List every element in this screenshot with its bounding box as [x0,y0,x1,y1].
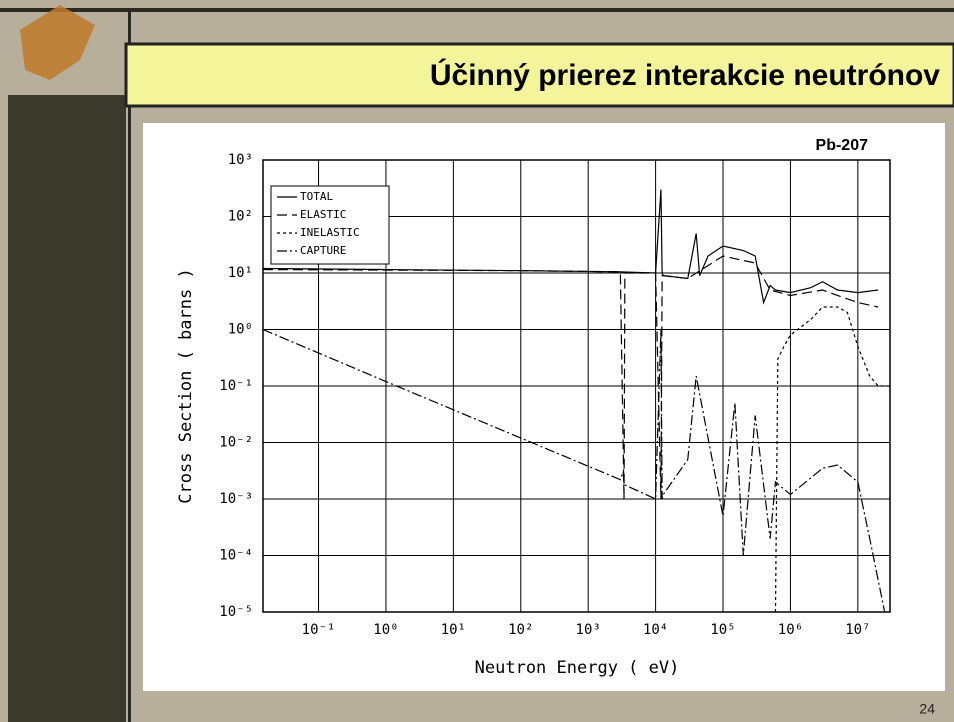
y-tick-label: 10⁻³ [219,491,253,507]
y-tick-label: 10⁻⁴ [219,548,253,564]
leaf-icon [20,5,95,80]
y-tick-label: 10³ [228,152,253,168]
x-tick-label: 10⁷ [845,622,870,638]
x-tick-label: 10¹ [441,622,466,638]
top-rule [0,8,954,12]
side-rule [128,10,131,722]
y-tick-label: 10⁻² [219,435,253,451]
x-tick-label: 10³ [576,622,601,638]
x-tick-label: 10⁵ [710,622,735,638]
x-tick-label: 10⁴ [643,622,668,638]
title-bar [124,42,954,108]
x-axis-label: Neutron Energy ( eV) [475,658,680,678]
x-tick-label: 10⁰ [373,622,398,638]
y-tick-label: 10² [228,209,253,225]
x-tick-label: 10² [508,622,533,638]
series-line [262,189,879,305]
page-number: 24 [919,701,935,717]
chart-title: Pb-207 [816,137,869,154]
x-tick-label: 10⁻¹ [302,622,336,638]
x-tick-label: 10⁶ [778,622,803,638]
y-tick-label: 10⁻¹ [219,378,253,394]
y-tick-label: 10⁰ [228,322,253,338]
y-axis-label: Cross Section ( barns ) [176,268,196,503]
legend-label: CAPTURE [300,244,346,257]
y-tick-label: 10⁻⁵ [219,604,253,620]
legend-label: INELASTIC [300,226,360,239]
plot-frame [262,159,891,613]
legend-label: TOTAL [300,190,333,203]
y-tick-label: 10¹ [228,265,253,281]
legend-label: ELASTIC [300,208,346,221]
side-bar [8,95,126,722]
series-line [774,306,890,613]
slide-title: Účinný prierez interakcie neutrónov [430,58,940,92]
